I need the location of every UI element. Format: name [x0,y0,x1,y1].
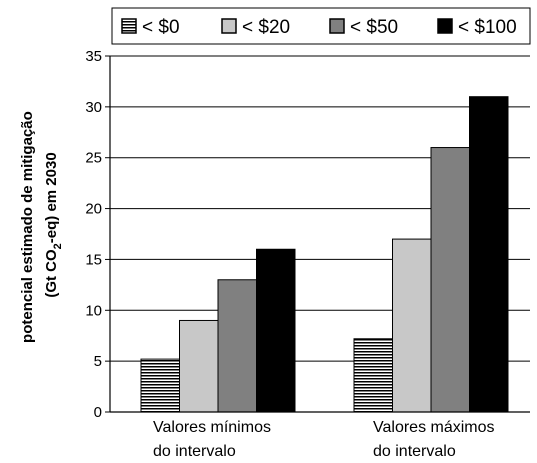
legend-box [111,7,531,45]
bar-series-1-cat-1 [140,358,180,413]
y-tick-label: 5 [94,353,102,370]
bar-series-2-cat-1 [179,319,219,413]
axes [109,56,530,413]
y-tick-label: 20 [85,201,102,218]
legend-label: < $0 [142,17,180,38]
y-tick-label: 35 [85,48,102,65]
bar-series-2-cat-2 [392,238,432,413]
category-labels: Valores mínimos do intervalo Valores máxim… [153,419,495,460]
bar-series-1-cat-2 [353,338,393,413]
y-tick-label: 10 [85,302,102,319]
y-tick-label: 25 [85,150,102,167]
legend-swatch [121,18,137,34]
bar-series-3-cat-2 [430,147,470,413]
bar-series-4-cat-2 [469,96,509,413]
category-label: Valores máximos [373,419,495,436]
legend-label: < $50 [350,17,398,38]
legend-label: < $20 [242,17,290,38]
legend-label: < $100 [458,17,517,38]
y-tick-label: 0 [94,404,102,421]
legend: < $0 < $20 < $50 < $100 [111,7,531,45]
legend-swatch [221,18,237,34]
legend-swatch [437,18,453,34]
category-label: do intervalo [373,443,456,460]
y-axis-label-line2-end: -eq) em 2030 [43,152,60,243]
y-tick-label: 15 [85,251,102,268]
bars [140,96,509,413]
category-label: Valores mínimos [153,419,271,436]
y-tick-labels: 0 5 10 15 20 25 30 35 [85,48,102,421]
y-axis-label-subscript: 2 [52,243,64,249]
y-axis-label-line1: potencial estimado de mitigação [19,111,36,343]
legend-swatch [329,18,345,34]
bar-series-3-cat-1 [217,279,257,413]
y-axis-label: potencial estimado de mitigação (Gt CO2-… [19,107,64,343]
y-axis-label-line2: (Gt CO [43,249,60,298]
category-label: do intervalo [153,443,236,460]
y-tick-label: 30 [85,99,102,116]
bar-series-4-cat-1 [256,248,296,413]
